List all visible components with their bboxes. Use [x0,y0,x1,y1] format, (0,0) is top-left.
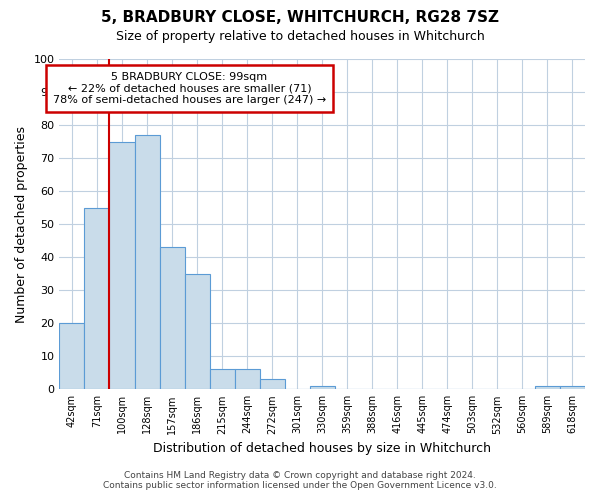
Bar [185,274,209,390]
Bar [134,135,160,390]
Bar [560,386,585,390]
Text: 5, BRADBURY CLOSE, WHITCHURCH, RG28 7SZ: 5, BRADBURY CLOSE, WHITCHURCH, RG28 7SZ [101,10,499,25]
Bar [260,380,284,390]
Y-axis label: Number of detached properties: Number of detached properties [15,126,28,322]
X-axis label: Distribution of detached houses by size in Whitchurch: Distribution of detached houses by size … [153,442,491,455]
Text: 5 BRADBURY CLOSE: 99sqm
← 22% of detached houses are smaller (71)
78% of semi-de: 5 BRADBURY CLOSE: 99sqm ← 22% of detache… [53,72,326,106]
Bar [59,323,85,390]
Bar [209,370,235,390]
Bar [310,386,335,390]
Text: Size of property relative to detached houses in Whitchurch: Size of property relative to detached ho… [116,30,484,43]
Text: Contains HM Land Registry data © Crown copyright and database right 2024.
Contai: Contains HM Land Registry data © Crown c… [103,470,497,490]
Bar [85,208,109,390]
Bar [109,142,134,390]
Bar [535,386,560,390]
Bar [235,370,260,390]
Bar [160,248,185,390]
